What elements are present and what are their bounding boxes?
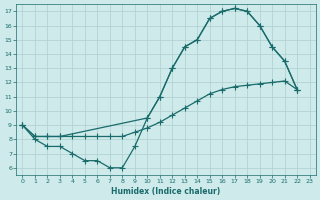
X-axis label: Humidex (Indice chaleur): Humidex (Indice chaleur) <box>111 187 221 196</box>
